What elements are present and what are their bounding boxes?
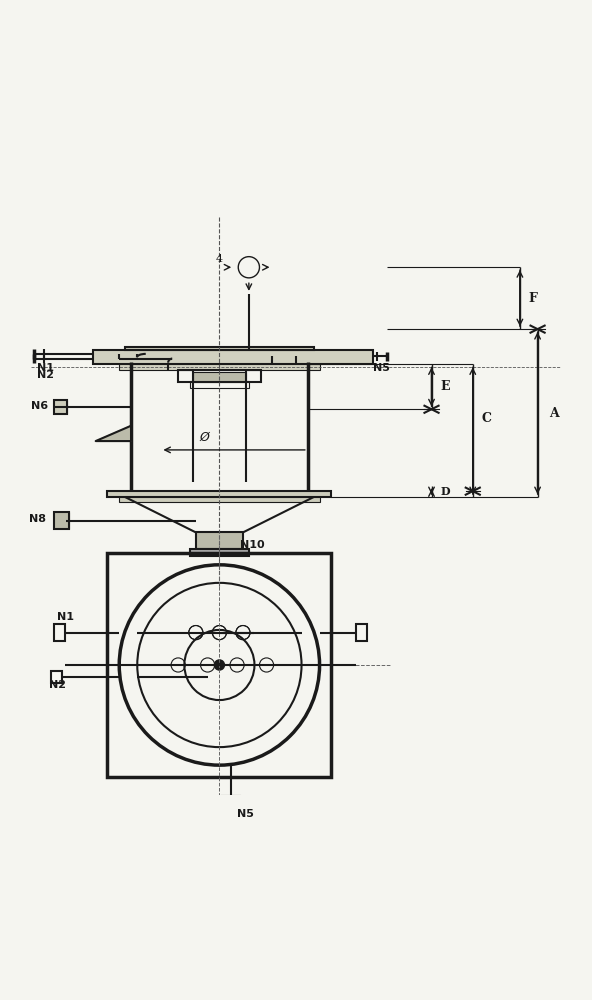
Text: N2: N2: [37, 370, 54, 380]
Text: N5: N5: [237, 809, 254, 819]
Text: N6: N6: [31, 401, 49, 411]
Bar: [119, 497, 320, 502]
Bar: [54, 400, 67, 414]
Text: C: C: [482, 412, 491, 425]
Text: N2: N2: [49, 680, 66, 690]
Text: N5: N5: [372, 363, 390, 373]
Bar: [54, 624, 65, 641]
Bar: [119, 364, 320, 370]
Bar: [193, 372, 246, 382]
Text: N8: N8: [28, 514, 46, 524]
Bar: [196, 532, 243, 549]
Circle shape: [215, 660, 224, 670]
Bar: [356, 624, 366, 641]
Polygon shape: [96, 426, 131, 441]
Bar: [52, 671, 62, 683]
Bar: [125, 347, 314, 350]
Text: N1: N1: [37, 363, 54, 373]
Bar: [54, 512, 69, 529]
Bar: [93, 350, 372, 364]
Bar: [223, 796, 240, 806]
Text: F: F: [529, 292, 538, 305]
Text: N10: N10: [240, 540, 265, 550]
Bar: [190, 381, 249, 388]
Text: 4: 4: [215, 254, 223, 264]
Bar: [190, 549, 249, 556]
Text: A: A: [549, 407, 559, 420]
Bar: [108, 553, 332, 777]
Text: Ø: Ø: [200, 431, 210, 444]
Text: D: D: [440, 486, 450, 497]
Bar: [108, 491, 332, 497]
Bar: [178, 370, 260, 382]
Text: N1: N1: [57, 612, 75, 622]
Text: E: E: [440, 380, 450, 393]
